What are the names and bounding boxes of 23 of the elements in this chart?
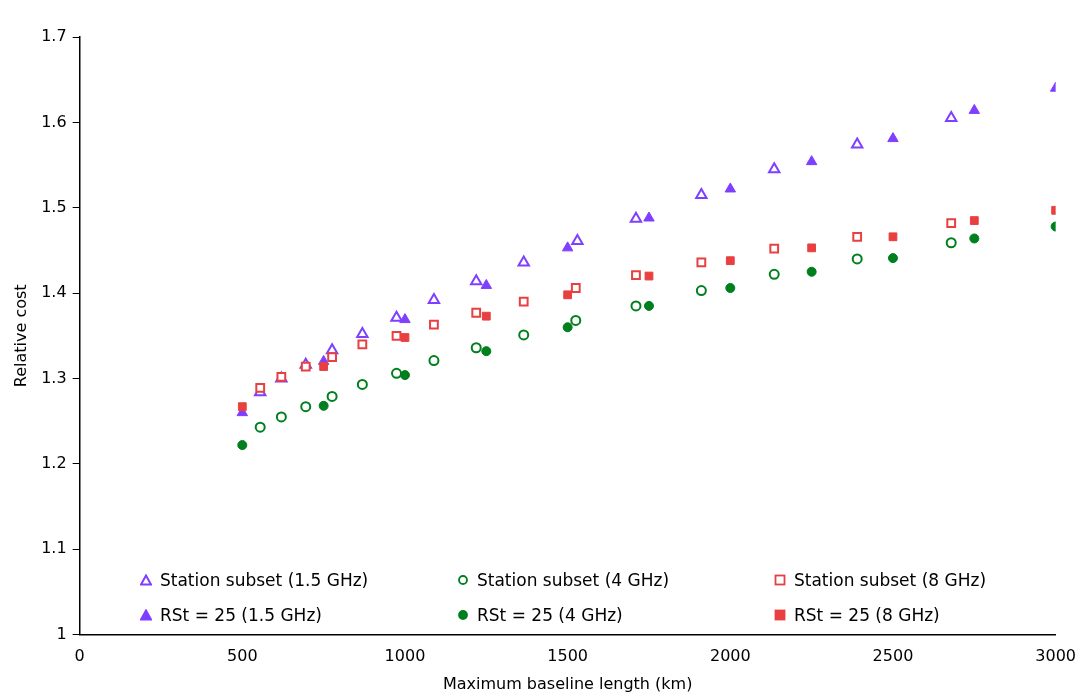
x-tick-label: 2000 xyxy=(709,646,751,666)
y-tick-label: 1.3 xyxy=(41,367,67,387)
x-tick-label: 500 xyxy=(227,646,258,666)
y-tick-label: 1.2 xyxy=(41,453,67,473)
y-axis-title: Relative cost xyxy=(10,284,30,388)
legend-label: Station subset (8 GHz) xyxy=(794,569,987,590)
x-axis-title: Maximum baseline length (km) xyxy=(442,673,693,693)
x-tick-label: 1000 xyxy=(384,646,426,666)
legend-label: Station subset (1.5 GHz) xyxy=(160,569,369,590)
legend-label: RSt = 25 (8 GHz) xyxy=(794,604,940,625)
x-tick-label: 3000 xyxy=(1035,646,1076,666)
y-tick-label: 1.5 xyxy=(41,196,67,216)
legend-label: Station subset (4 GHz) xyxy=(477,569,670,590)
x-tick-label: 2500 xyxy=(872,646,914,666)
legend-label: RSt = 25 (1.5 GHz) xyxy=(160,604,322,625)
x-tick-label: 0 xyxy=(74,646,85,666)
y-tick-label: 1.4 xyxy=(41,282,67,302)
y-tick-label: 1.6 xyxy=(41,111,67,131)
y-tick-label: 1 xyxy=(56,623,67,643)
y-tick-label: 1.1 xyxy=(41,538,67,558)
legend-label: RSt = 25 (4 GHz) xyxy=(477,604,623,625)
y-tick-label: 1.7 xyxy=(41,26,67,46)
x-tick-label: 1500 xyxy=(547,646,588,666)
